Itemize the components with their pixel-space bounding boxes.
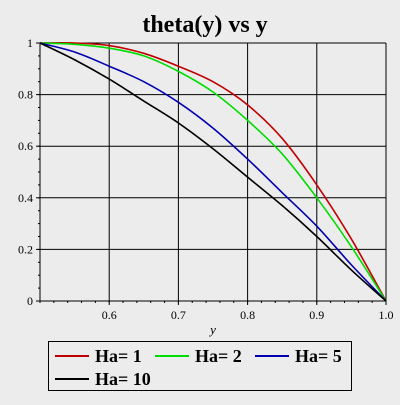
legend-swatch [155, 355, 189, 357]
series-line-4 [39, 42, 387, 302]
legend-swatch [55, 355, 89, 357]
y-tick-label: 1 [27, 36, 33, 50]
y-tick-label: 0 [27, 294, 33, 308]
legend-swatch [255, 355, 289, 357]
series-lines [39, 42, 387, 302]
y-tick-label: 0.6 [18, 139, 33, 153]
x-tick-label: 0.8 [240, 308, 255, 322]
y-tick-label: 0.8 [18, 88, 33, 102]
series-line-1 [39, 42, 387, 302]
y-tick-label: 0.4 [18, 191, 33, 205]
legend-item: Ha= 2 [155, 344, 242, 368]
x-tick-label: 0.9 [309, 308, 324, 322]
series-line-3 [39, 42, 387, 302]
x-tick-label: 0.7 [171, 308, 186, 322]
legend-item: Ha= 5 [255, 344, 342, 368]
axes: 0.6 0.7 0.8 0.9 1.0 0 0.2 0.4 0.6 0.8 1 [18, 36, 394, 322]
legend-swatch [55, 378, 89, 380]
legend-label: Ha= 10 [95, 368, 151, 389]
legend-item: Ha= 1 [55, 344, 142, 368]
x-tick-label: 1.0 [379, 308, 394, 322]
legend-label: Ha= 2 [195, 345, 242, 366]
x-tick-label: 0.6 [102, 308, 117, 322]
legend: Ha= 1 Ha= 2 Ha= 5 Ha= 10 [48, 341, 352, 391]
x-axis-label: y [208, 322, 216, 337]
legend-label: Ha= 5 [295, 345, 342, 366]
chart-title: theta(y) vs y [142, 12, 267, 38]
legend-label: Ha= 1 [95, 345, 142, 366]
legend-item: Ha= 10 [55, 367, 151, 391]
y-tick-label: 0.2 [18, 242, 33, 256]
series-line-2 [39, 42, 387, 302]
